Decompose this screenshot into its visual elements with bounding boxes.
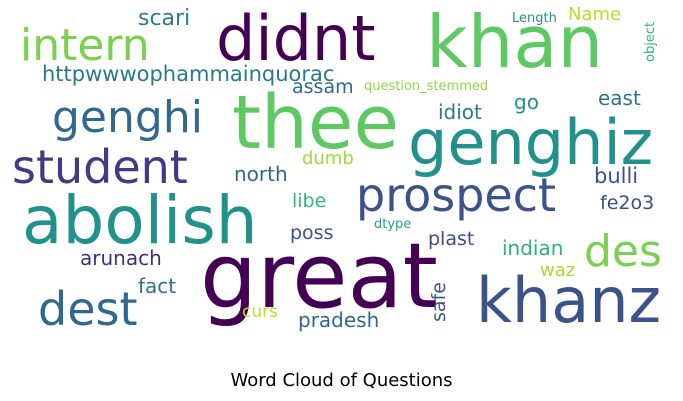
word-prospect: prospect [356, 168, 557, 222]
word-bulli: bulli [594, 164, 639, 188]
word-des: des [584, 226, 662, 277]
word-poss: poss [290, 222, 334, 244]
word-go: go [514, 90, 539, 114]
word-fe2o3: fe2o3 [600, 192, 655, 214]
word-thee: thee [232, 80, 399, 166]
word-fact: fact [138, 274, 177, 298]
word-dest: dest [38, 282, 138, 336]
word-student: student [12, 140, 188, 194]
word-object: object [643, 21, 658, 62]
word-scari: scari [138, 6, 191, 31]
word-dumb: dumb [302, 148, 354, 169]
word-httpwwwophammainquorac: httpwwwophammainquorac [42, 62, 335, 86]
word-didnt: didnt [216, 2, 376, 75]
word-indian: indian [502, 236, 564, 260]
word-dtype: dtype [374, 217, 412, 232]
word-khan: khan [426, 0, 604, 84]
word-east: east [598, 86, 641, 110]
word-genghi: genghi [52, 92, 203, 143]
word-intern: intern [20, 20, 150, 71]
word-pradesh: pradesh [298, 308, 380, 332]
word-abolish: abolish [22, 182, 258, 259]
word-waz: waz [540, 260, 576, 281]
word-question-stemmed: question_stemmed [364, 79, 489, 94]
word-khanz: khanz [476, 264, 662, 337]
word-safe: safe [428, 282, 450, 322]
word-genghiz: genghiz [408, 106, 654, 179]
word-great: great [200, 224, 438, 329]
word-name: Name [568, 4, 622, 25]
word-cloud: khan didnt thee great abolish genghiz kh… [12, 0, 662, 337]
word-plast: plast [428, 228, 475, 250]
word-libe: libe [292, 190, 327, 212]
word-assam: assam [292, 76, 354, 98]
word-curs: curs [242, 302, 278, 322]
word-cloud-title: Word Cloud of Questions [230, 370, 453, 391]
word-north: north [234, 162, 288, 186]
word-idiot: idiot [438, 100, 482, 124]
word-arunach: arunach [80, 246, 162, 270]
word-length: Length [512, 11, 557, 26]
